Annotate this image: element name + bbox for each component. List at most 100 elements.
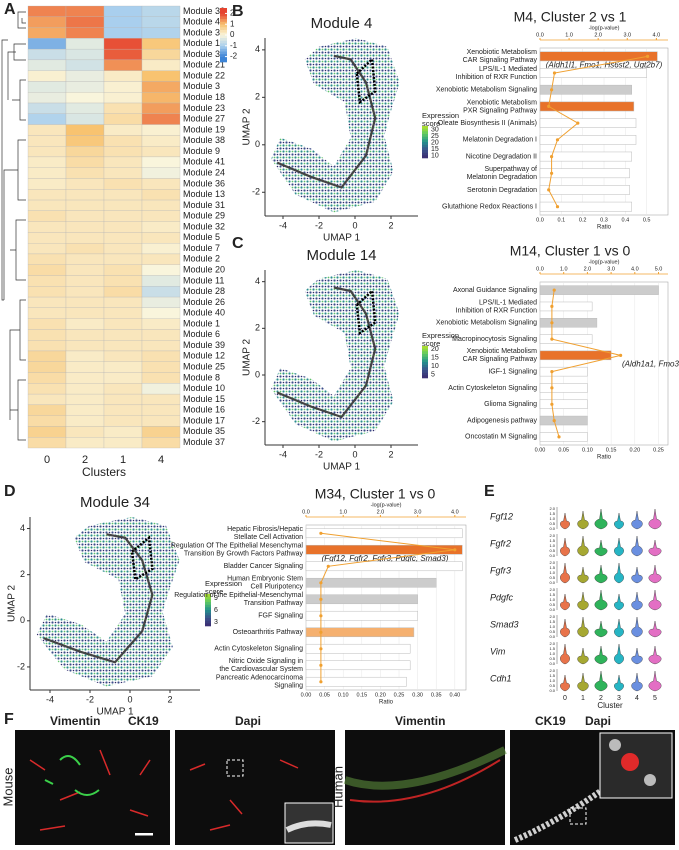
heatmap-cell [27,92,67,104]
heatmap-cell [103,135,143,147]
category-label: CAR Signaling Pathway [463,57,538,64]
heatmap-cell [65,275,105,287]
violin [560,537,570,557]
category-label: Oleate Biosynthesis II (Animals) [438,120,537,127]
colorbar-tick-label: 15 [431,146,439,153]
heatmap-cell [141,426,181,438]
violin [577,510,589,530]
top-tick-label: 5.0 [655,266,663,272]
heatmap-cell [27,415,67,427]
top-tick-label: 1.0 [339,509,347,515]
top-tick-label: 0.0 [536,266,544,272]
category-label: Xenobiotic Metabolism Signaling [436,320,537,327]
panel-label: E [484,483,495,500]
heatmap-cell [141,264,181,276]
bar [539,350,612,361]
y-tick-label: 1.5 [549,511,555,516]
colorbar-segment [422,356,428,360]
row-label: Module 31 [183,200,225,210]
category-label: Bladder Cancer Signaling [224,563,303,570]
colorbar-segment [422,348,428,352]
heatmap-cell [65,426,105,438]
x-tick-label: 4 [635,695,639,702]
heatmap-cell [141,275,181,287]
y-tick-label: 1.5 [549,592,555,597]
y-axis-label: UMAP 2 [242,339,253,376]
top-tick-label: 3.0 [607,266,615,272]
p-value-point [453,548,457,552]
category-label: CAR Signaling Pathway [463,356,538,363]
p-value-line [551,290,621,438]
bar [539,151,632,162]
row-label: Module 18 [183,92,225,102]
x-tick-label: 0.30 [412,692,423,698]
heatmap-cell [65,113,105,125]
x-tick-label: 0.3 [600,217,608,223]
violin [648,508,662,530]
heatmap-cell [27,124,67,136]
heatmap-cell [103,70,143,82]
heatmap-cell [141,437,181,449]
x-axis-label: Ratio [379,700,394,706]
chart-title: M4, Cluster 2 vs 1 [514,9,627,25]
heatmap-cell [27,156,67,168]
y-tick-label: 0.0 [549,553,555,558]
heatmap-cell [141,199,181,211]
colorbar-title: Expression [422,111,459,120]
stain-label: Vimentin [50,714,100,728]
heatmap-cell [27,221,67,233]
y-tick-label: 2 [255,323,260,333]
heatmap-cell [27,16,67,28]
violin [594,539,608,557]
row-label: Module 21 [183,60,225,70]
row-label: Module 3 [183,81,220,91]
p-value-point [319,531,323,535]
heatmap-cell [65,383,105,395]
heatmap-cell [65,415,105,427]
x-tick-label: 0.35 [431,692,442,698]
bar [305,610,418,621]
y-tick-label: 0.0 [549,526,555,531]
heatmap-cell [27,232,67,244]
heatmap-cell [141,243,181,255]
colorbar-segment [220,18,227,22]
top-tick-label: 4.0 [653,32,661,38]
heatmap-cell [141,350,181,362]
violin [594,564,608,584]
heatmap-cell [103,437,143,449]
colorbar-segment [422,346,428,349]
row-label: Module 37 [183,437,225,447]
colorbar-tick-label: 15 [431,355,439,362]
violin [594,670,608,692]
violin [614,618,624,638]
row-label: Module 35 [183,426,225,436]
heatmap-cell [103,404,143,416]
heatmap-cell [27,145,67,158]
heatmap-cell [65,232,105,244]
x-axis-label: UMAP 1 [323,462,360,473]
heatmap-cell [141,59,181,71]
gene-label: Cdh1 [490,673,512,683]
category-label: Xenobiotic Metabolism [467,99,538,106]
p-value-point [550,337,554,341]
violin [648,645,662,665]
y-tick-label: 2.0 [549,560,555,565]
x-tick-label: 0.25 [394,692,405,698]
y-tick-label: 1.0 [549,597,555,602]
stain-label: CK19 [535,714,566,728]
bar [539,185,630,195]
trajectory-highlight [130,535,154,582]
bar [539,68,647,78]
heatmap-cell [27,113,67,125]
colorbar-tick-label: 10 [431,152,439,159]
colorbar-segment [422,370,428,373]
x-tick-label: 0.25 [653,447,664,453]
heatmap-cell [27,350,67,362]
top-tick-label: 2.0 [584,266,592,272]
colorbar-segment [422,152,428,156]
bar [539,415,588,426]
colorbar-tick-label: -2 [230,52,238,61]
x-tick-label: -4 [46,694,54,704]
colorbar-segment [422,142,428,145]
heatmap-cell [65,340,105,352]
